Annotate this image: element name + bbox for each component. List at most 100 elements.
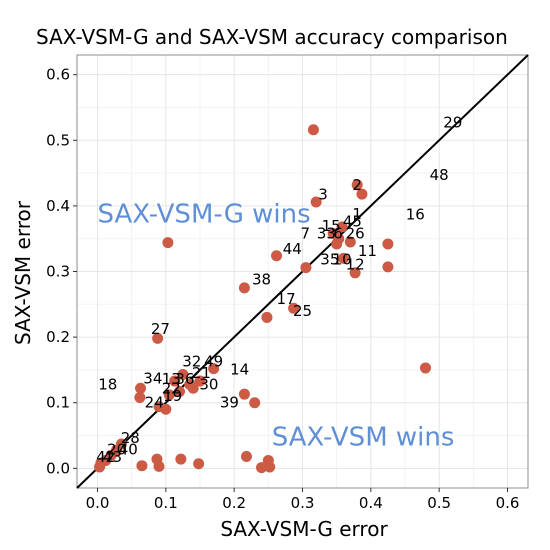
point-label: 28 [121, 429, 140, 447]
y-tick-label: 0.4 [46, 197, 70, 215]
x-axis-title: SAX-VSM-G error [220, 517, 388, 541]
point-label: 30 [199, 375, 218, 393]
data-point [136, 460, 148, 472]
point-label: 26 [346, 224, 365, 242]
x-tick-label: 0.0 [86, 494, 110, 512]
data-point [382, 261, 394, 273]
data-point [336, 221, 348, 233]
point-label: 10 [333, 251, 352, 269]
y-tick-label: 0.6 [46, 66, 70, 84]
data-point [238, 388, 250, 400]
point-label: 43 [103, 448, 122, 466]
point-label: 25 [293, 302, 312, 320]
point-label: 7 [300, 224, 310, 242]
point-label: 49 [204, 352, 223, 370]
point-label: 15 [322, 217, 341, 235]
point-label: 12 [346, 255, 365, 273]
data-point [351, 179, 363, 191]
data-point [162, 237, 174, 249]
data-point [169, 375, 181, 387]
data-point [238, 282, 250, 294]
point-label: 21 [192, 364, 211, 382]
y-tick-label: 0.1 [46, 394, 70, 412]
point-label: 20 [107, 440, 126, 458]
data-point [177, 369, 189, 381]
point-label: 24 [145, 394, 164, 412]
y-axis-title: SAX-VSM error [11, 200, 35, 345]
x-tick-label: 0.6 [496, 494, 520, 512]
data-point [307, 124, 319, 136]
point-label: 44 [283, 240, 302, 258]
data-point [153, 460, 165, 472]
x-tick-label: 0.2 [222, 494, 246, 512]
data-point [174, 386, 185, 398]
point-label: 29 [443, 114, 462, 132]
point-label: 1 [352, 205, 362, 223]
point-label: 22 [162, 379, 181, 397]
data-point [300, 262, 312, 274]
region-label-upper: SAX-VSM-G wins [98, 199, 311, 229]
point-label: 48 [430, 166, 449, 184]
point-label: 14 [230, 360, 249, 378]
region-label-lower: SAX-VSM wins [272, 422, 455, 452]
data-point [208, 363, 220, 375]
data-point [134, 391, 146, 403]
point-label: 17 [277, 290, 296, 308]
point-label: 36 [175, 370, 194, 388]
point-label: 18 [98, 375, 117, 393]
point-label: 13 [162, 370, 181, 388]
major-grid [77, 55, 528, 488]
data-point [193, 458, 205, 470]
point-label: 11 [358, 242, 377, 260]
data-point [249, 397, 261, 409]
y-tick-label: 0.3 [46, 263, 70, 281]
point-label: 39 [220, 394, 239, 412]
y-tick-label: 0.0 [46, 459, 70, 477]
point-label: 35 [320, 251, 339, 269]
x-axis-ticks: 0.0 0.1 0.2 0.3 0.4 0.5 0.6 [86, 488, 520, 512]
y-axis-ticks: 0.0 0.1 0.2 0.3 0.4 0.5 0.6 [46, 66, 77, 477]
data-points [94, 124, 431, 474]
data-point [331, 238, 343, 250]
data-point [420, 362, 431, 374]
data-point [261, 311, 273, 323]
data-point [163, 389, 175, 401]
x-tick-label: 0.3 [291, 494, 315, 512]
point-label: 38 [252, 270, 271, 288]
x-tick-label: 0.1 [154, 494, 178, 512]
data-point [310, 196, 322, 208]
data-point [356, 188, 368, 200]
x-tick-label: 0.4 [359, 494, 383, 512]
data-point [288, 302, 300, 314]
data-point [187, 382, 199, 394]
point-label: 27 [151, 320, 170, 338]
y-tick-label: 0.2 [46, 328, 70, 346]
point-label: 34 [143, 369, 162, 387]
data-point [135, 382, 147, 394]
data-point [94, 461, 106, 473]
chart-title: SAX-VSM-G and SAX-VSM accuracy compariso… [36, 25, 508, 49]
data-point [382, 238, 394, 250]
point-label: 40 [119, 440, 138, 458]
data-point [349, 267, 361, 279]
point-label: 45 [343, 213, 362, 231]
data-point [338, 252, 349, 264]
point-label: 3 [318, 186, 328, 204]
data-point [264, 461, 276, 473]
data-point [271, 250, 283, 262]
point-label: 16 [406, 205, 425, 223]
point-label: 42 [96, 448, 115, 466]
data-point [152, 332, 164, 344]
point-label: 6 [333, 224, 343, 242]
data-point [240, 451, 252, 463]
data-point [194, 375, 206, 387]
data-point [175, 453, 187, 465]
data-point [256, 462, 267, 474]
data-point [344, 236, 356, 248]
point-label: 2 [352, 176, 362, 194]
x-tick-label: 0.5 [427, 494, 451, 512]
point-label: 32 [182, 352, 201, 370]
data-point [160, 403, 172, 415]
point-label: 19 [163, 387, 182, 405]
